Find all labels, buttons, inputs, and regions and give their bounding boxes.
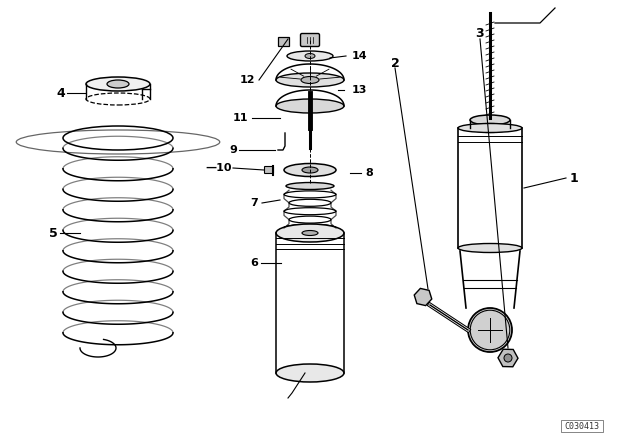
Ellipse shape [276,364,344,382]
Ellipse shape [107,80,129,88]
Ellipse shape [470,115,510,125]
Text: 14: 14 [352,51,367,61]
Ellipse shape [284,224,336,232]
Text: 2: 2 [390,56,399,69]
Text: 6: 6 [250,258,258,268]
Text: 4: 4 [56,86,65,99]
FancyBboxPatch shape [278,36,289,46]
Text: 8: 8 [365,168,372,178]
Ellipse shape [470,124,510,133]
FancyBboxPatch shape [264,167,273,173]
Text: 9: 9 [229,145,237,155]
Text: 13: 13 [352,85,367,95]
Text: 12: 12 [239,75,255,85]
Ellipse shape [276,99,344,113]
FancyBboxPatch shape [301,34,319,47]
Ellipse shape [286,182,334,190]
Ellipse shape [468,308,512,352]
Text: 3: 3 [476,26,484,39]
Text: 11: 11 [232,113,248,123]
Ellipse shape [458,244,522,253]
Ellipse shape [86,77,150,91]
Text: 1: 1 [570,172,579,185]
Bar [561,420,603,432]
Ellipse shape [276,73,344,87]
Ellipse shape [301,77,319,83]
Ellipse shape [470,310,510,350]
Ellipse shape [458,124,522,133]
Text: C030413: C030413 [564,422,600,431]
Ellipse shape [284,164,336,177]
Ellipse shape [305,53,315,59]
Ellipse shape [504,354,512,362]
Text: —10: —10 [205,163,232,173]
Ellipse shape [276,224,344,242]
Ellipse shape [302,167,318,173]
Text: 7: 7 [250,198,258,208]
Ellipse shape [302,231,318,236]
Text: 5: 5 [49,227,58,240]
Ellipse shape [287,51,333,61]
